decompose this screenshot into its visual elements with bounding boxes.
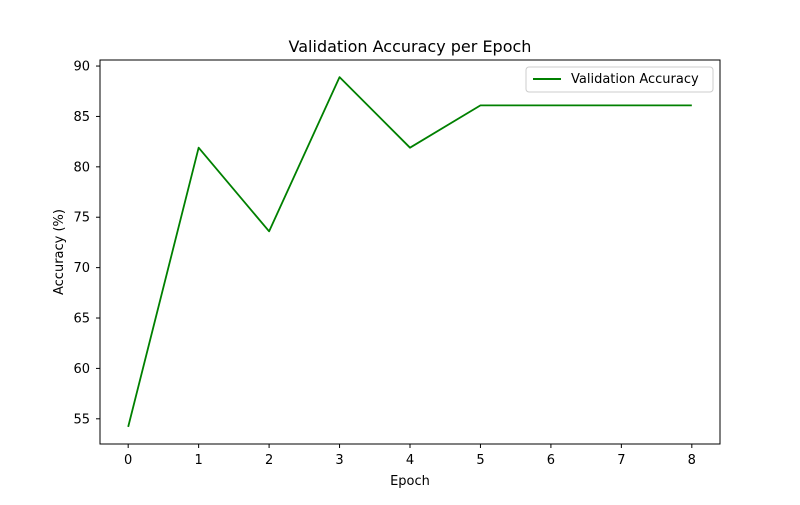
x-tick-label: 3 <box>335 453 343 468</box>
x-tick-label: 1 <box>194 453 202 468</box>
legend: Validation Accuracy <box>526 67 713 92</box>
y-axis-label: Accuracy (%) <box>52 209 67 295</box>
y-tick-label: 65 <box>73 312 90 327</box>
y-tick-label: 70 <box>73 261 90 276</box>
y-tick-label: 75 <box>73 211 90 226</box>
chart-title: Validation Accuracy per Epoch <box>289 37 532 56</box>
x-tick-label: 4 <box>406 453 414 468</box>
y-tick-label: 85 <box>73 110 90 125</box>
legend-label: Validation Accuracy <box>571 72 699 87</box>
y-tick-label: 80 <box>73 160 90 175</box>
x-tick-label: 8 <box>688 453 696 468</box>
x-tick-label: 2 <box>265 453 273 468</box>
y-tick-label: 55 <box>73 412 90 427</box>
x-axis-label: Epoch <box>390 474 430 489</box>
x-tick-label: 5 <box>476 453 484 468</box>
x-tick-label: 6 <box>547 453 555 468</box>
x-tick-label: 7 <box>617 453 625 468</box>
x-tick-label: 0 <box>124 453 132 468</box>
y-tick-label: 60 <box>73 362 90 377</box>
y-tick-label: 90 <box>73 60 90 75</box>
